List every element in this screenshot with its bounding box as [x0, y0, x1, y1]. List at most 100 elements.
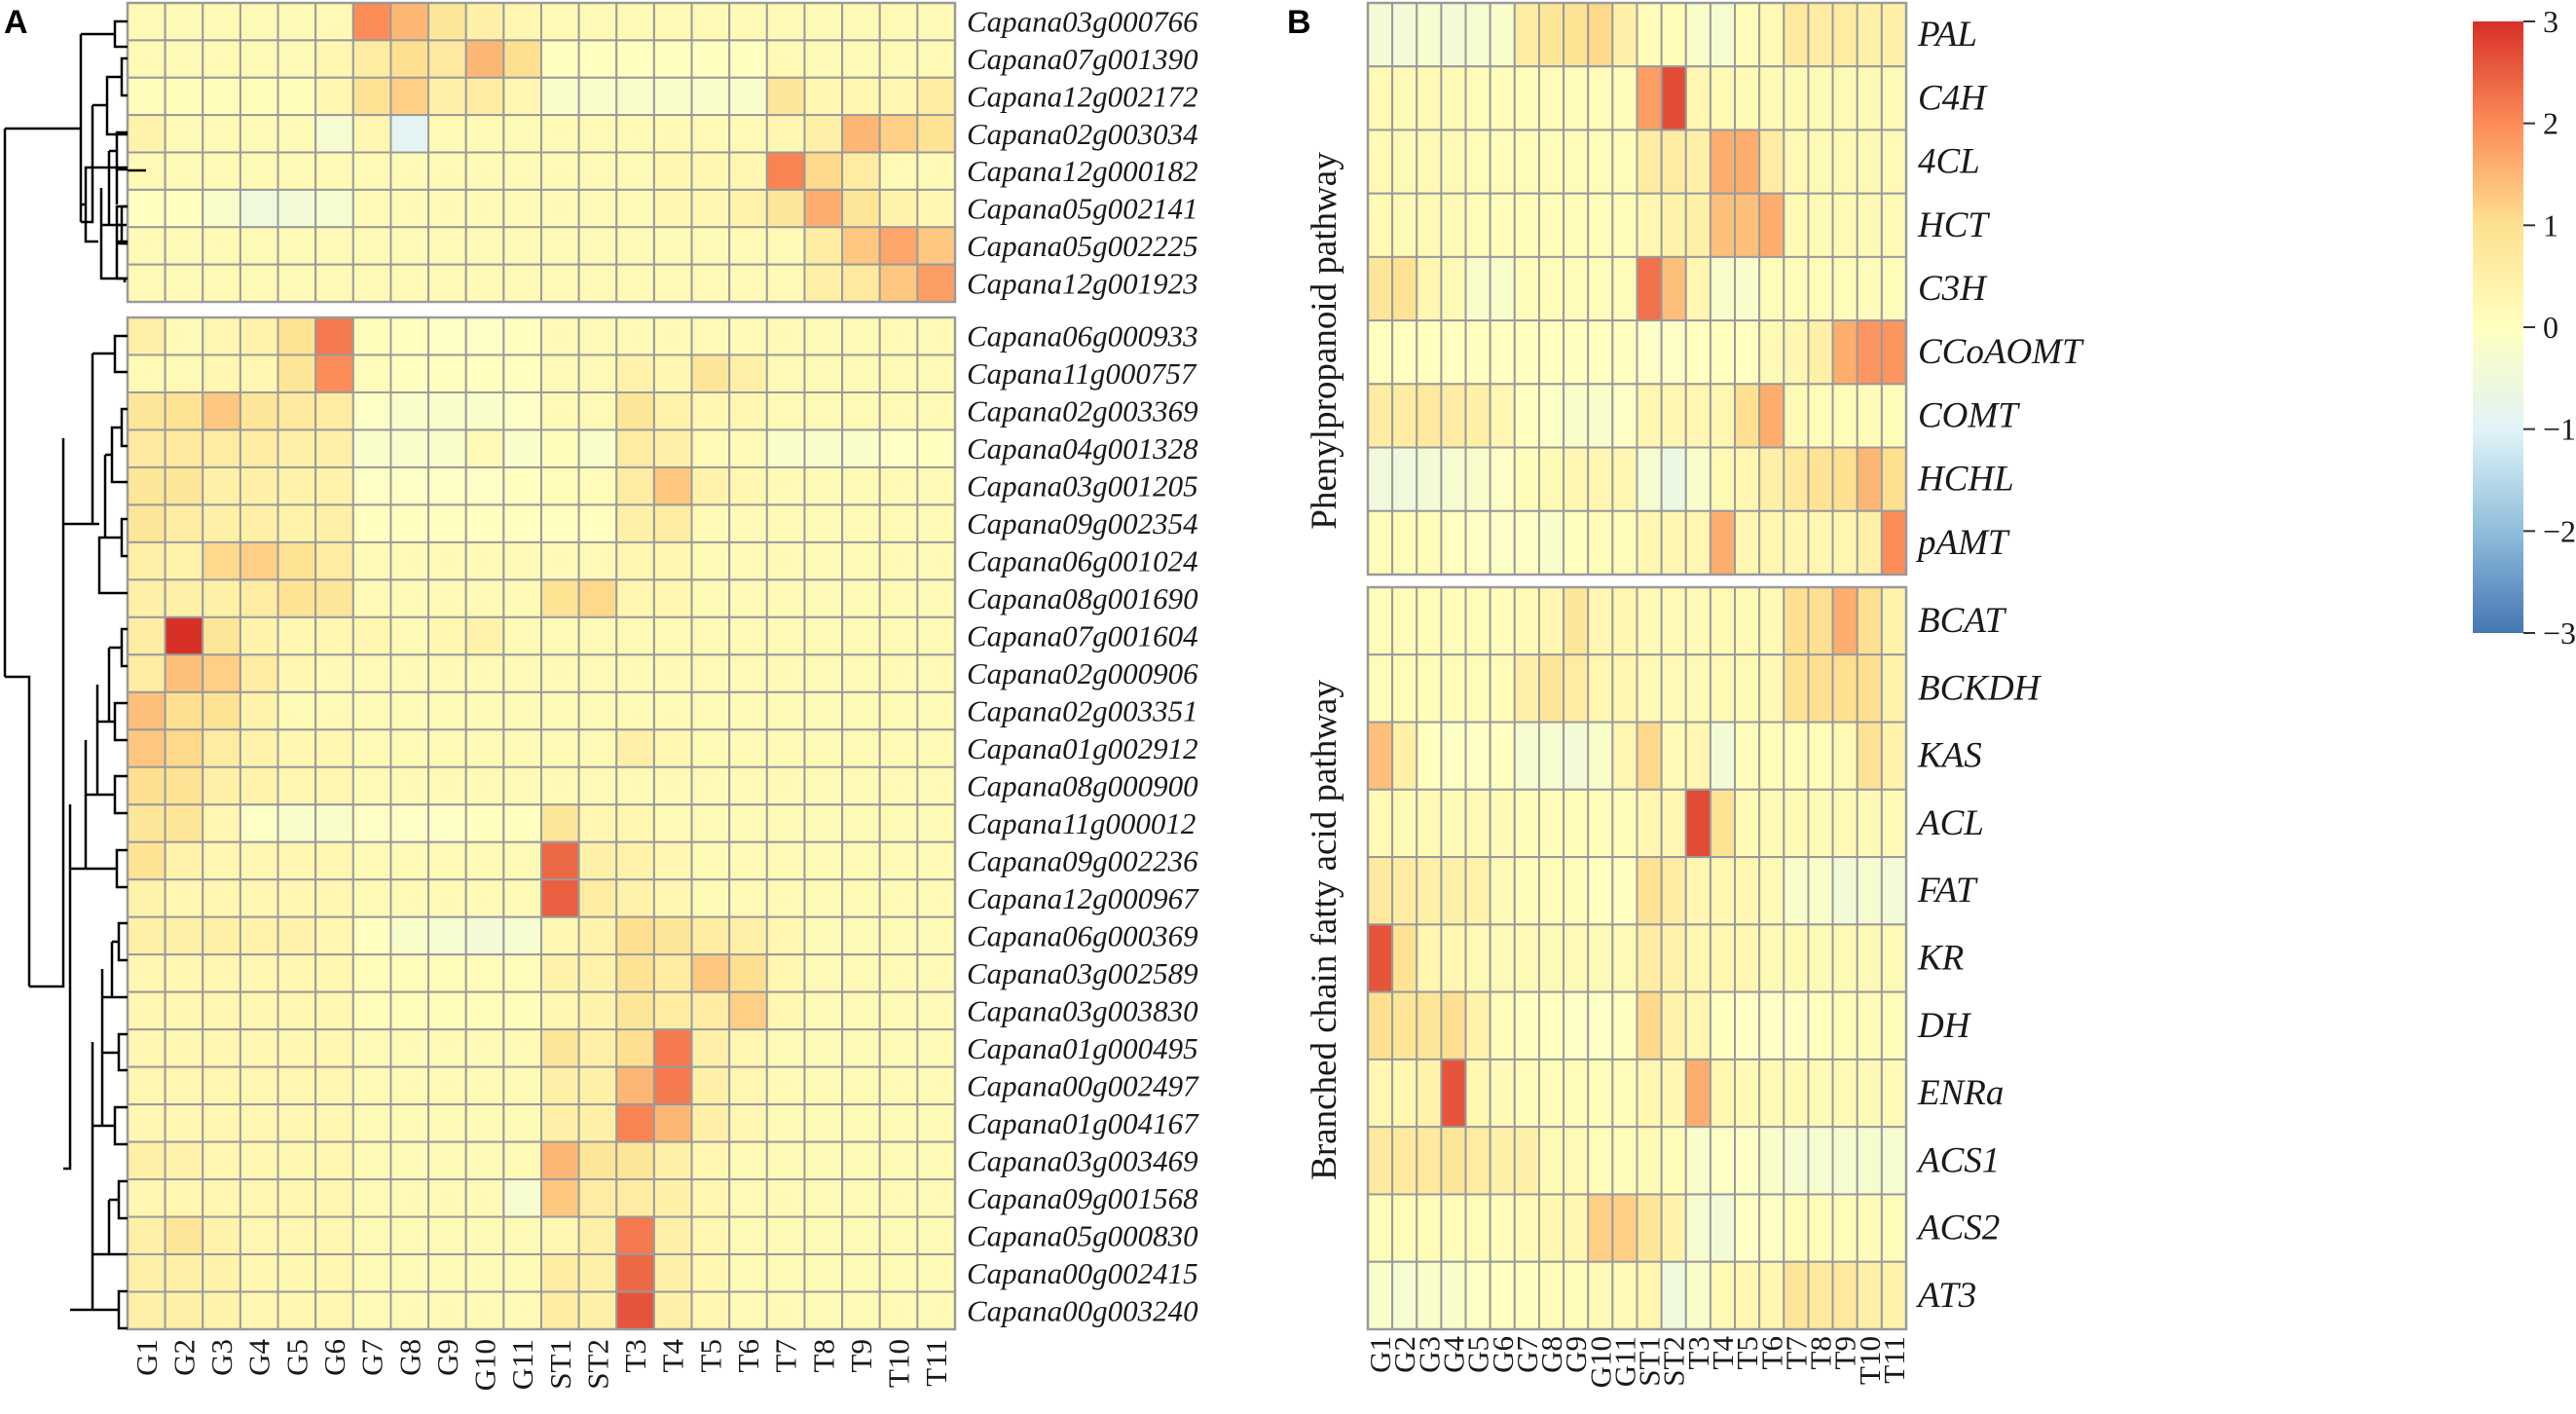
- heatmap-cell: [577, 316, 618, 356]
- heatmap-cell: [389, 2, 430, 42]
- heatmap-cell: [540, 391, 580, 431]
- heatmap-cell: [1537, 2, 1565, 68]
- heatmap-cell: [1587, 1193, 1614, 1263]
- heatmap-cell: [1367, 2, 1394, 68]
- row-label: Capana02g003034: [967, 117, 1198, 151]
- heatmap-cell: [1856, 2, 1883, 68]
- heatmap-cell: [690, 1103, 731, 1143]
- row-label: Capana08g001690: [967, 581, 1198, 615]
- heatmap-cell: [1807, 383, 1834, 449]
- heatmap-cell: [1709, 1058, 1737, 1129]
- heatmap-cell: [351, 1253, 392, 1293]
- heatmap-cell: [351, 226, 392, 266]
- heatmap-cell: [127, 465, 166, 506]
- panel-b-label: B: [1287, 4, 1311, 41]
- heatmap-cell: [389, 1140, 430, 1181]
- heatmap-cell: [464, 803, 505, 843]
- heatmap-cell: [427, 990, 467, 1031]
- heatmap-cell: [1783, 721, 1810, 791]
- heatmap-cell: [502, 840, 543, 881]
- heatmap-cell: [690, 76, 731, 117]
- heatmap-cell: [841, 915, 881, 956]
- heatmap-cell: [652, 1065, 693, 1106]
- heatmap-cell: [239, 803, 279, 843]
- heatmap-cell: [690, 615, 731, 656]
- heatmap-cell: [351, 503, 392, 543]
- column-label: ST1: [543, 1339, 577, 1390]
- heatmap-cell: [615, 915, 655, 956]
- heatmap-cell: [841, 578, 881, 618]
- heatmap-cell: [314, 728, 354, 768]
- heatmap-cell: [1734, 255, 1761, 322]
- heatmap-cell: [1611, 990, 1638, 1060]
- heatmap-cell: [803, 1215, 844, 1256]
- heatmap-cell: [502, 316, 543, 356]
- heatmap-cell: [351, 263, 392, 303]
- heatmap-cell: [728, 1103, 768, 1143]
- heatmap-cell: [1391, 319, 1418, 386]
- heatmap-cell: [728, 690, 768, 731]
- heatmap-cell: [690, 540, 731, 581]
- heatmap-cell: [1513, 856, 1540, 926]
- heatmap-cell: [1734, 509, 1761, 576]
- heatmap-cell: [1563, 721, 1590, 791]
- row-label: ACL: [1915, 803, 1984, 843]
- heatmap-cell: [690, 1028, 731, 1068]
- heatmap-cell: [1440, 1193, 1467, 1263]
- heatmap-cell: [164, 840, 204, 881]
- heatmap-cell: [615, 840, 655, 881]
- heatmap-cell: [577, 1103, 618, 1143]
- heatmap-cell: [276, 1103, 317, 1143]
- heatmap-cell: [464, 39, 505, 79]
- heatmap-cell: [652, 151, 693, 191]
- heatmap-cell: [1416, 129, 1443, 195]
- heatmap-cell: [351, 2, 392, 42]
- heatmap-cell: [276, 1065, 317, 1106]
- heatmap-cell: [1831, 446, 1858, 512]
- row-label: Capana11g000757: [967, 356, 1197, 391]
- heatmap-cell: [540, 1253, 580, 1293]
- heatmap-cell: [1880, 65, 1908, 131]
- column-label: T8: [806, 1339, 840, 1372]
- heatmap-cell: [464, 428, 505, 468]
- colorbar-tick-label: −2: [2543, 513, 2576, 548]
- row-label: Capana03g002589: [967, 956, 1198, 990]
- heatmap-cell: [728, 840, 768, 881]
- heatmap-cell: [1880, 586, 1908, 656]
- heatmap-cell: [1367, 788, 1394, 859]
- heatmap-cell: [276, 765, 317, 806]
- heatmap-cell: [202, 1178, 241, 1218]
- heatmap-cell: [127, 114, 166, 154]
- colorbar-tick-label: −3: [2543, 615, 2576, 651]
- heatmap-cell: [878, 540, 919, 581]
- heatmap-cell: [1537, 1126, 1565, 1196]
- heatmap-cell: [615, 615, 655, 656]
- column-label: G4: [1436, 1336, 1470, 1373]
- heatmap-cell: [1636, 856, 1663, 926]
- heatmap-cell: [1636, 721, 1663, 791]
- heatmap-cell: [540, 578, 580, 618]
- row-label: C3H: [1918, 269, 1988, 309]
- heatmap-cell: [1611, 1126, 1638, 1196]
- heatmap-cell: [351, 690, 392, 731]
- heatmap-cell: [464, 878, 505, 918]
- heatmap-cell: [615, 1215, 655, 1256]
- heatmap-cell: [202, 1065, 241, 1106]
- heatmap-cell: [803, 1253, 844, 1293]
- heatmap-cell: [728, 1065, 768, 1106]
- heatmap-cell: [276, 114, 317, 154]
- heatmap-cell: [916, 226, 957, 266]
- heatmap-cell: [1807, 129, 1834, 195]
- heatmap-cell: [1758, 788, 1785, 859]
- heatmap-cell: [690, 1253, 731, 1293]
- heatmap-cell: [127, 39, 166, 79]
- heatmap-cell: [127, 1065, 166, 1106]
- heatmap-cell: [615, 1178, 655, 1218]
- heatmap-cell: [1684, 2, 1711, 68]
- heatmap-cell: [878, 803, 919, 843]
- heatmap-cell: [314, 354, 354, 393]
- column-label: G10: [1583, 1336, 1617, 1388]
- heatmap-cell: [314, 1215, 354, 1256]
- column-label: T7: [1779, 1336, 1813, 1369]
- heatmap-cell: [164, 953, 204, 993]
